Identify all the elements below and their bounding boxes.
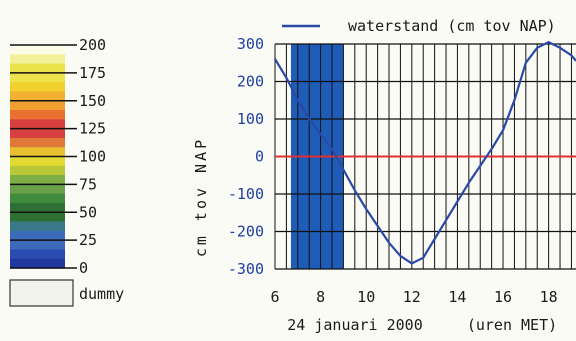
legend-level-label: 100 (79, 148, 106, 166)
legend-color-band (10, 100, 65, 111)
legend-color-band (10, 212, 65, 223)
legend-color-band (10, 202, 65, 213)
legend-color-band (10, 82, 65, 93)
series-group (274, 40, 576, 265)
legend-level-label: 25 (79, 231, 97, 249)
legend-color-band (10, 230, 65, 241)
x-tick-label: 10 (357, 288, 375, 306)
legend-dummy-box (9, 279, 74, 307)
legend-color-band (10, 110, 65, 120)
legend-level-label: 175 (79, 64, 106, 82)
x-tick-label: 18 (540, 288, 558, 306)
x-axis-date-label: 24 januari 2000 (287, 316, 422, 334)
legend-color-band (10, 63, 65, 74)
x-tick-label: 12 (403, 288, 421, 306)
legend-color-band (10, 193, 65, 204)
legend-level-label: 0 (79, 259, 88, 277)
legend-color-band (10, 119, 65, 130)
legend-color-band (10, 137, 65, 148)
y-tick-label: 100 (237, 110, 264, 128)
legend-color-band (10, 175, 65, 185)
legend-level-label: 50 (79, 203, 97, 221)
legend-color-band (10, 147, 65, 158)
color-legend: 200 175 150 125 100 75 50 25 0 dummy (9, 36, 124, 307)
legend-color-band (10, 221, 65, 232)
legend-level-label: 75 (79, 175, 97, 193)
legend-color-band (10, 249, 65, 260)
legend-color-band (10, 156, 65, 167)
plot-grid (274, 43, 576, 270)
x-tick-label: 16 (494, 288, 512, 306)
legend-level-label: 125 (79, 120, 106, 138)
legend-color-band (10, 184, 65, 195)
legend-color-band (10, 54, 65, 65)
legend-color-band (10, 165, 65, 176)
legend-dummy-label: dummy (79, 285, 124, 303)
legend-entry-label: waterstand (cm tov NAP) (348, 17, 556, 35)
y-tick-label: -200 (228, 223, 264, 241)
series-line-waterstand (274, 40, 576, 265)
y-tick-label: -300 (228, 260, 264, 278)
y-axis-label: cm tov NAP (192, 137, 210, 257)
y-tick-label: 0 (255, 148, 264, 166)
legend-color-band (10, 72, 65, 83)
legend-level-label: 200 (79, 36, 106, 54)
y-tick-label: -100 (228, 185, 264, 203)
chart-labels: cm tov NAP 24 januari 2000 (uren MET) wa… (192, 17, 558, 334)
legend-color-band (10, 91, 65, 102)
legend-color-band (10, 240, 65, 251)
y-tick-label: 200 (237, 73, 264, 91)
legend-color-band (10, 45, 65, 55)
x-axis-unit-label: (uren MET) (467, 316, 557, 334)
legend-color-band (10, 258, 65, 269)
x-tick-label: 8 (316, 288, 325, 306)
x-tick-label: 6 (270, 288, 279, 306)
legend-level-label: 150 (79, 92, 106, 110)
x-tick-label: 14 (448, 288, 466, 306)
legend-color-band (10, 128, 65, 139)
y-tick-label: 300 (237, 35, 264, 53)
